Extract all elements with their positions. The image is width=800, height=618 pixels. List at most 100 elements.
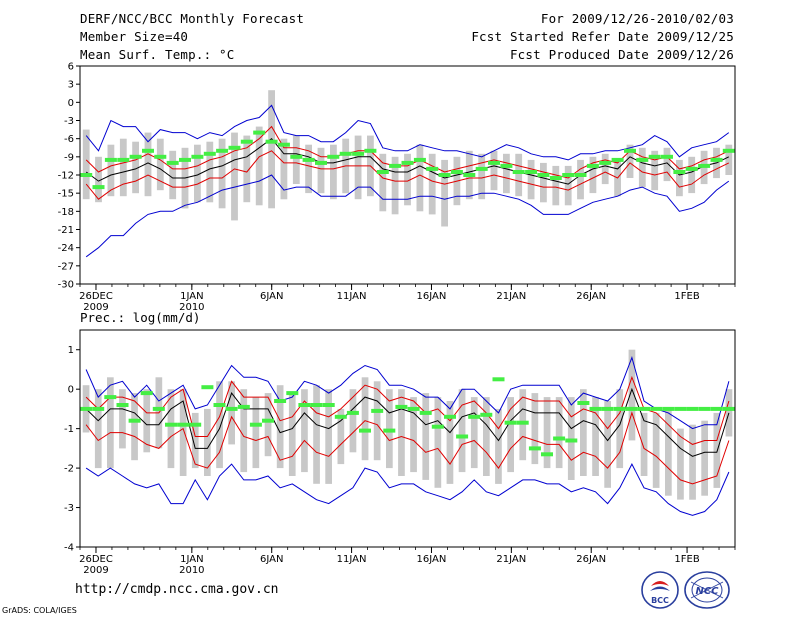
prec-x-tick-label: 1FEB bbox=[674, 554, 699, 565]
temp-observed-marker bbox=[562, 173, 575, 177]
temp-observed-marker bbox=[438, 173, 451, 177]
prec-x-tick-label: 1JAN bbox=[180, 554, 203, 565]
temp-observed-marker bbox=[586, 163, 599, 168]
temp-observed-marker bbox=[203, 151, 216, 156]
svg-text:BCC: BCC bbox=[651, 596, 669, 605]
prec-x-tick-sublabel: 2009 bbox=[83, 565, 108, 576]
prec-observed-marker bbox=[565, 438, 578, 443]
prec-observed-marker bbox=[698, 406, 711, 411]
prec-spread-box bbox=[458, 389, 466, 473]
temp-spread-box bbox=[478, 153, 486, 200]
prec-observed-marker bbox=[140, 391, 153, 396]
temp-x-tick-label: 26DEC bbox=[79, 291, 113, 302]
temp-spread-box bbox=[663, 147, 671, 182]
prec-spread-box bbox=[107, 377, 114, 468]
source-url[interactable]: http://cmdp.ncc.cma.gov.cn bbox=[75, 582, 279, 597]
temp-observed-marker bbox=[463, 173, 476, 177]
prec-max-line bbox=[85, 356, 730, 430]
temp-observed-marker bbox=[228, 145, 241, 150]
temp-spread-box bbox=[156, 138, 164, 191]
forecast-started-label: Fcst Started Refer Date 2009/12/25 bbox=[471, 29, 734, 44]
temp-observed-marker bbox=[216, 148, 229, 153]
temp-observed-marker bbox=[549, 176, 562, 180]
prec-spread-box bbox=[580, 389, 587, 476]
temp-spread-box bbox=[527, 159, 535, 200]
temp-y-tick-label: -12 bbox=[58, 171, 74, 182]
temp-observed-marker bbox=[240, 139, 253, 144]
temp-spread-box bbox=[119, 138, 127, 197]
prec-y-tick-label: -2 bbox=[64, 464, 74, 475]
temp-spread-box bbox=[626, 144, 634, 178]
temp-y-tick-label: -6 bbox=[64, 134, 74, 145]
temp-spread-box bbox=[552, 165, 560, 206]
prec-mean-line bbox=[85, 387, 730, 457]
prec-spread-box bbox=[276, 385, 284, 469]
temp-observed-marker bbox=[661, 154, 673, 159]
temp-spread-box bbox=[132, 141, 139, 194]
temp-spread-box bbox=[243, 135, 251, 203]
prec-spread-box bbox=[616, 389, 624, 469]
temp-observed-marker bbox=[80, 173, 93, 177]
prec-spread-box bbox=[288, 393, 296, 476]
temp-observed-marker bbox=[364, 148, 377, 153]
prec-observed-marker bbox=[116, 403, 129, 407]
temp-spread-box bbox=[107, 144, 115, 197]
member-size-label: Member Size=40 bbox=[80, 29, 189, 44]
temp-observed-marker bbox=[450, 170, 463, 174]
prec-spread-box bbox=[349, 389, 357, 453]
ncc-logo-icon: NCC bbox=[683, 570, 731, 614]
temp-spread-box bbox=[725, 144, 733, 175]
temp-y-tick-label: -27 bbox=[58, 261, 74, 272]
prec-observed-marker bbox=[322, 403, 335, 407]
prec-spread-box bbox=[143, 389, 151, 453]
prec-plot-frame bbox=[79, 329, 736, 548]
temp-spread-box bbox=[292, 135, 300, 184]
prec-spread-box bbox=[337, 408, 345, 465]
prec-spread-box bbox=[446, 401, 454, 484]
variable-label: Mean Surf. Temp.: °C bbox=[80, 47, 235, 62]
temp-observed-marker bbox=[142, 148, 154, 153]
temp-x-tick-label: 16JAN bbox=[417, 291, 447, 302]
prec-spread-box bbox=[701, 420, 708, 496]
prec-observed-marker bbox=[480, 412, 493, 417]
temp-x-tick-label: 11JAN bbox=[337, 291, 367, 302]
prec-y-tick-label: 1 bbox=[68, 345, 74, 356]
prec-observed-marker bbox=[201, 385, 214, 390]
forecast-produced-label: Fcst Produced Date 2009/12/26 bbox=[509, 47, 734, 62]
temp-lower-band-line bbox=[85, 150, 730, 200]
prec-spread-box bbox=[604, 401, 611, 488]
prec-y-tick-label: -3 bbox=[64, 503, 74, 514]
prec-spread-box bbox=[483, 397, 490, 476]
temp-spread-box bbox=[651, 150, 659, 191]
temp-observed-marker bbox=[488, 160, 500, 165]
prec-spread-box bbox=[398, 389, 405, 476]
prec-observed-marker bbox=[686, 406, 699, 411]
prec-observed-marker bbox=[286, 391, 299, 396]
temp-observed-marker bbox=[611, 157, 624, 162]
temp-spread-box bbox=[601, 153, 609, 185]
prec-observed-marker bbox=[722, 406, 735, 411]
prec-observed-marker bbox=[407, 406, 420, 411]
temp-observed-marker bbox=[154, 154, 167, 159]
temp-spread-box bbox=[589, 156, 597, 194]
svg-text:NCC: NCC bbox=[695, 586, 719, 597]
temp-observed-marker bbox=[475, 166, 488, 171]
temp-spread-box bbox=[676, 159, 683, 197]
prec-observed-marker bbox=[213, 403, 226, 407]
temp-observed-marker bbox=[636, 157, 649, 162]
prec-observed-marker bbox=[262, 418, 274, 423]
prec-spread-box bbox=[555, 397, 563, 469]
prec-panel-title: Prec.: log(mm/d) bbox=[80, 310, 200, 325]
prec-observed-marker bbox=[613, 406, 626, 411]
temp-observed-marker bbox=[389, 163, 402, 168]
temp-spread-box bbox=[206, 141, 214, 203]
prec-observed-marker bbox=[237, 404, 250, 409]
temp-spread-box bbox=[638, 147, 646, 188]
temp-observed-marker bbox=[698, 163, 711, 168]
temp-observed-marker bbox=[500, 163, 513, 168]
temp-x-tick-sublabel: 2010 bbox=[179, 302, 204, 313]
prec-x-tick-label: 26JAN bbox=[576, 554, 606, 565]
temp-observed-marker bbox=[426, 166, 439, 171]
